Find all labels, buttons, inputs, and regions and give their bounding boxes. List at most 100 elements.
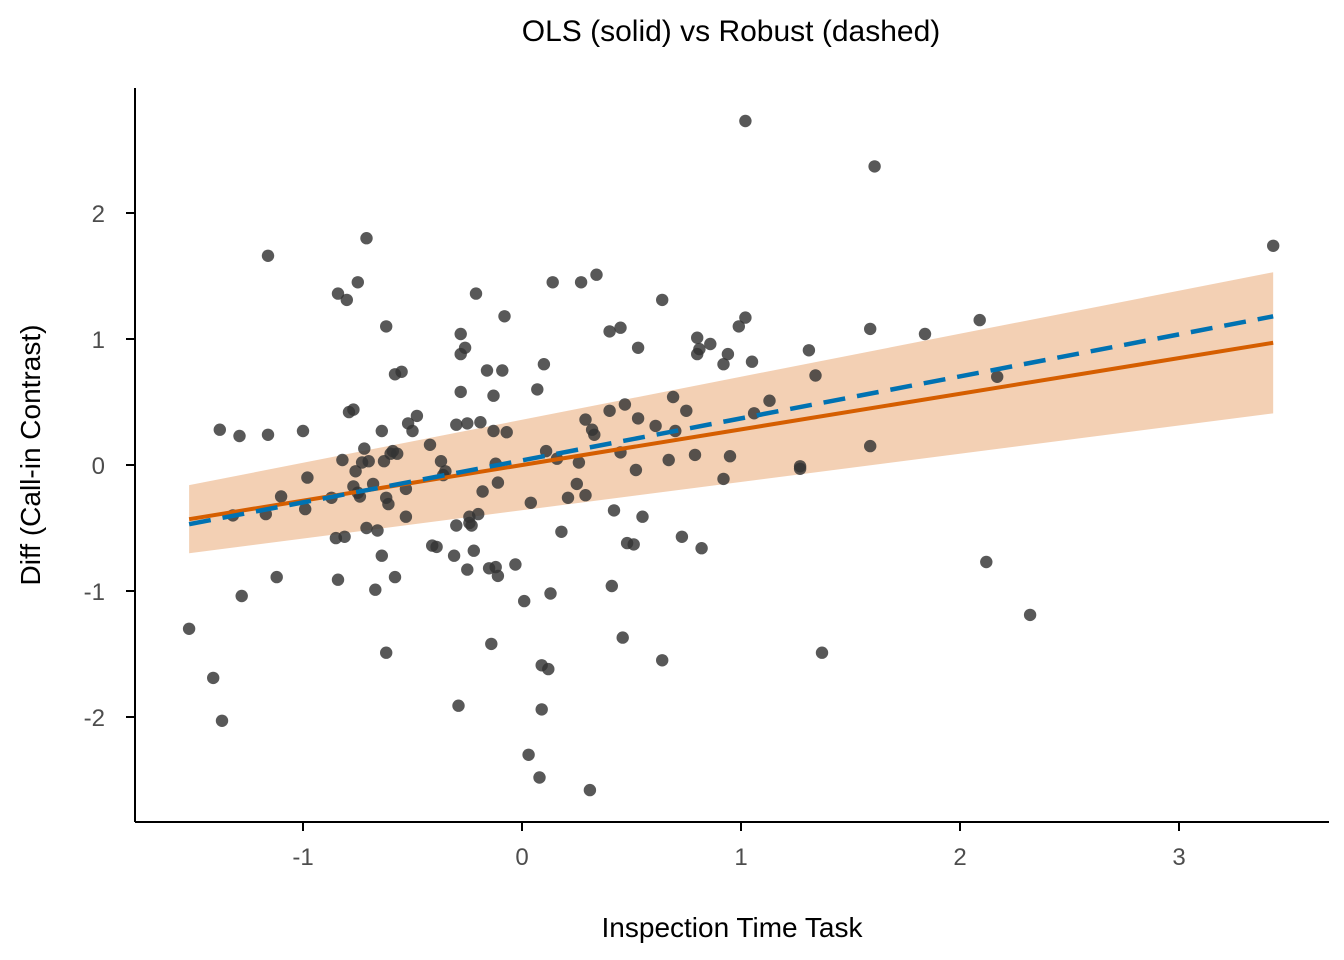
x-axis-label: Inspection Time Task — [602, 912, 864, 943]
data-point — [991, 370, 1004, 383]
data-point — [688, 448, 702, 462]
data-point — [793, 460, 807, 473]
data-point — [472, 507, 485, 521]
data-point — [474, 416, 487, 429]
data-point — [391, 447, 404, 460]
data-point — [732, 320, 745, 333]
data-point — [301, 471, 314, 484]
data-point — [864, 322, 877, 336]
data-point — [662, 453, 675, 467]
data-point — [546, 276, 559, 289]
data-point — [583, 783, 597, 797]
y-tick-label: 2 — [92, 201, 105, 228]
data-point — [745, 355, 759, 368]
data-point — [524, 496, 537, 509]
y-axis-label: Diff (Call-in Contrast) — [15, 325, 46, 586]
data-point — [721, 347, 735, 361]
data-point — [500, 426, 513, 439]
data-point — [973, 313, 986, 327]
data-point — [351, 276, 364, 289]
data-point — [723, 450, 737, 463]
data-point — [531, 383, 544, 396]
data-point — [340, 293, 353, 307]
data-point — [535, 703, 548, 716]
data-point — [410, 409, 424, 423]
data-point — [868, 160, 881, 173]
data-point — [215, 714, 229, 727]
data-point — [235, 589, 248, 603]
data-point — [666, 390, 680, 404]
data-point — [739, 114, 752, 128]
data-point — [487, 389, 500, 402]
data-point — [360, 521, 373, 535]
data-point — [299, 502, 312, 516]
data-point — [458, 341, 472, 354]
data-point — [461, 563, 474, 576]
data-point — [452, 699, 465, 712]
data-point — [561, 491, 575, 504]
data-point — [454, 327, 467, 341]
data-point — [395, 365, 408, 378]
data-point — [656, 654, 669, 667]
data-point — [533, 771, 546, 784]
data-point — [763, 394, 776, 407]
x-tick-label: 1 — [734, 844, 747, 871]
data-point — [498, 310, 511, 323]
data-point — [588, 428, 601, 441]
data-point — [261, 428, 275, 441]
data-point — [496, 364, 509, 377]
y-tick-label: 0 — [92, 453, 105, 480]
data-point — [380, 646, 393, 659]
y-tick-label: -1 — [84, 579, 105, 606]
y-axis-ticks: -2 -1 0 1 2 — [84, 201, 135, 732]
data-point — [864, 439, 877, 453]
robust-fit-line — [188, 314, 1274, 527]
confidence-band — [189, 272, 1274, 554]
data-point — [555, 525, 568, 538]
data-point — [603, 404, 616, 417]
data-point — [605, 579, 618, 593]
chart-title: OLS (solid) vs Robust (dashed) — [522, 15, 941, 48]
data-point — [629, 463, 643, 477]
x-tick-label: 3 — [1172, 844, 1185, 871]
data-points — [182, 114, 1280, 797]
data-point — [717, 358, 730, 371]
data-point — [675, 530, 689, 543]
data-point — [491, 569, 505, 583]
data-point — [693, 342, 706, 356]
data-point — [233, 429, 246, 443]
data-point — [603, 325, 616, 338]
y-tick-label: 1 — [92, 327, 105, 354]
data-point — [382, 497, 395, 511]
data-point — [1267, 239, 1280, 252]
data-point — [616, 631, 629, 644]
data-point — [447, 549, 461, 562]
data-point — [802, 344, 816, 357]
data-point — [375, 549, 388, 562]
data-point — [336, 453, 349, 467]
x-tick-label: 2 — [953, 844, 966, 871]
data-point — [380, 320, 393, 333]
data-point — [454, 385, 467, 399]
data-point — [469, 287, 483, 300]
data-point — [362, 455, 375, 468]
data-point — [338, 530, 351, 543]
data-point — [423, 438, 437, 451]
data-point — [918, 327, 932, 341]
data-point — [207, 671, 220, 685]
data-point — [349, 465, 362, 478]
data-point — [522, 748, 535, 761]
data-point — [1023, 608, 1037, 622]
data-point — [980, 555, 993, 569]
data-point — [430, 540, 443, 554]
data-point — [450, 418, 463, 431]
data-point — [434, 455, 448, 468]
data-point — [406, 424, 419, 438]
data-point — [631, 412, 645, 425]
data-point — [331, 287, 345, 300]
data-point — [614, 321, 627, 334]
data-point — [815, 646, 829, 659]
data-point — [537, 358, 551, 371]
data-point — [467, 544, 480, 557]
